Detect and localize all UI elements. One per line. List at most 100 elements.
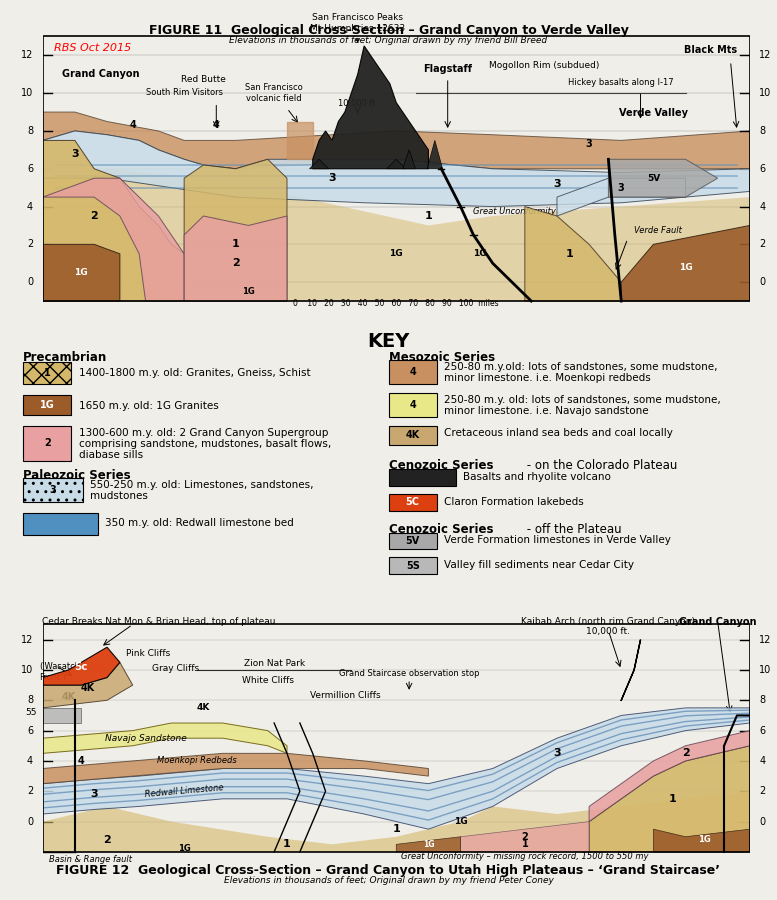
Text: Zion Nat Park: Zion Nat Park xyxy=(243,660,305,669)
Text: Grand Staircase observation stop: Grand Staircase observation stop xyxy=(339,669,479,678)
Text: minor limestone. i.e. Navajo sandstone: minor limestone. i.e. Navajo sandstone xyxy=(444,407,649,417)
Text: 2: 2 xyxy=(103,835,111,845)
Text: 1: 1 xyxy=(232,239,239,249)
Text: 3: 3 xyxy=(71,148,78,158)
Text: 1G: 1G xyxy=(389,249,403,258)
Text: 1: 1 xyxy=(392,824,400,834)
Text: 0: 0 xyxy=(759,816,765,826)
Polygon shape xyxy=(557,178,685,216)
Text: Basin & Range fault: Basin & Range fault xyxy=(49,855,132,864)
Text: 2: 2 xyxy=(232,258,239,268)
Text: 6: 6 xyxy=(759,725,765,735)
Text: 0    10   20   30   40   50   60   70   80   90   100  miles: 0 10 20 30 40 50 60 70 80 90 100 miles xyxy=(294,299,499,308)
Text: 2: 2 xyxy=(759,239,765,249)
Text: San Francisco Peaks
Mt Humphries 12633: San Francisco Peaks Mt Humphries 12633 xyxy=(310,14,406,42)
Polygon shape xyxy=(43,169,750,301)
Text: RBS Oct 2015: RBS Oct 2015 xyxy=(54,43,131,53)
Text: Navajo Sandstone: Navajo Sandstone xyxy=(105,734,186,742)
Text: Elevations in thousands of feet; Original drawn by my friend Peter Coney: Elevations in thousands of feet; Origina… xyxy=(224,876,553,885)
Polygon shape xyxy=(589,731,750,822)
Text: Cretaceous inland sea beds and coal locally: Cretaceous inland sea beds and coal loca… xyxy=(444,428,674,438)
Text: Verde Fault: Verde Fault xyxy=(634,226,682,235)
Text: 5c: 5c xyxy=(75,662,88,672)
Text: Gray Cliffs: Gray Cliffs xyxy=(152,664,199,673)
Text: 12: 12 xyxy=(759,50,772,60)
Text: 4K: 4K xyxy=(61,692,75,702)
Text: 350 m.y. old: Redwall limestone bed: 350 m.y. old: Redwall limestone bed xyxy=(105,518,294,527)
Text: 10,000 ft.: 10,000 ft. xyxy=(337,99,378,108)
Text: 5C: 5C xyxy=(406,498,420,508)
Text: ('Wasatch
Front'): ('Wasatch Front') xyxy=(40,662,81,682)
Polygon shape xyxy=(43,131,750,206)
Text: 8: 8 xyxy=(27,126,33,136)
Text: San Francisco
volcanic field: San Francisco volcanic field xyxy=(246,83,303,103)
FancyBboxPatch shape xyxy=(388,533,437,549)
Text: 2: 2 xyxy=(27,787,33,796)
Text: 4: 4 xyxy=(759,756,765,766)
Text: minor limestone. i.e. Moenkopi redbeds: minor limestone. i.e. Moenkopi redbeds xyxy=(444,374,651,383)
Polygon shape xyxy=(43,140,184,301)
Text: diabase sills: diabase sills xyxy=(79,450,143,460)
Text: South Rim Visitors: South Rim Visitors xyxy=(145,88,223,97)
Text: 2: 2 xyxy=(27,239,33,249)
Text: 1: 1 xyxy=(566,248,573,259)
Text: Red Butte: Red Butte xyxy=(181,75,226,84)
Text: 10: 10 xyxy=(759,665,772,675)
Text: 4: 4 xyxy=(129,121,136,130)
Text: Verde Valley: Verde Valley xyxy=(619,108,688,118)
Polygon shape xyxy=(653,829,750,852)
Text: 1G: 1G xyxy=(75,268,88,277)
FancyBboxPatch shape xyxy=(23,426,71,461)
Text: Precambrian: Precambrian xyxy=(23,352,107,365)
Text: Verde Formation limestones in Verde Valley: Verde Formation limestones in Verde Vall… xyxy=(444,536,671,545)
Text: 8: 8 xyxy=(27,696,33,706)
Text: - on the Colorado Plateau: - on the Colorado Plateau xyxy=(523,458,677,472)
Text: 1G: 1G xyxy=(454,817,467,826)
Text: Claron Formation lakebeds: Claron Formation lakebeds xyxy=(444,497,584,507)
Text: KEY: KEY xyxy=(368,332,409,351)
Polygon shape xyxy=(589,746,750,852)
Text: 1G: 1G xyxy=(423,840,434,849)
Text: 1: 1 xyxy=(283,840,291,850)
Text: Great Unconformity – missing rock record, 1500 to 550 my: Great Unconformity – missing rock record… xyxy=(401,852,649,861)
Text: 2: 2 xyxy=(521,832,528,842)
Text: 0: 0 xyxy=(27,277,33,287)
Text: 12: 12 xyxy=(21,50,33,60)
Text: 4: 4 xyxy=(27,756,33,766)
Text: Cenozoic Series: Cenozoic Series xyxy=(388,458,493,472)
Text: Grand Canyon: Grand Canyon xyxy=(679,616,757,627)
Polygon shape xyxy=(43,112,750,169)
Text: 6: 6 xyxy=(759,164,765,174)
Polygon shape xyxy=(43,708,750,829)
Text: 1: 1 xyxy=(424,211,432,221)
Text: 4K: 4K xyxy=(406,430,420,440)
Polygon shape xyxy=(622,225,750,301)
Text: Mesozoic Series: Mesozoic Series xyxy=(388,352,495,365)
Text: 10: 10 xyxy=(21,665,33,675)
Polygon shape xyxy=(43,245,120,301)
Text: 2: 2 xyxy=(44,438,51,448)
Text: 3: 3 xyxy=(618,183,625,193)
Text: 4: 4 xyxy=(213,121,220,130)
Polygon shape xyxy=(43,708,82,723)
Text: 2: 2 xyxy=(681,749,689,759)
Text: - off the Plateau: - off the Plateau xyxy=(523,523,622,536)
Text: 6: 6 xyxy=(27,725,33,735)
Text: 4: 4 xyxy=(27,202,33,211)
Text: 12: 12 xyxy=(21,634,33,644)
Text: 0: 0 xyxy=(27,816,33,826)
Polygon shape xyxy=(43,791,750,852)
Text: 4K: 4K xyxy=(81,683,95,693)
Text: 10: 10 xyxy=(759,88,772,98)
Text: Basalts and rhyolite volcano: Basalts and rhyolite volcano xyxy=(463,472,611,482)
Polygon shape xyxy=(184,159,287,301)
Text: FIGURE 12  Geological Cross-Section – Grand Canyon to Utah High Plateaus – ‘Gran: FIGURE 12 Geological Cross-Section – Gra… xyxy=(57,864,720,877)
Polygon shape xyxy=(309,159,329,169)
Polygon shape xyxy=(608,159,718,197)
Text: Moenkopi Redbeds: Moenkopi Redbeds xyxy=(157,756,237,765)
FancyBboxPatch shape xyxy=(388,360,437,384)
Text: Valley fill sediments near Cedar City: Valley fill sediments near Cedar City xyxy=(444,560,635,570)
Text: Vermillion Cliffs: Vermillion Cliffs xyxy=(309,691,380,700)
FancyBboxPatch shape xyxy=(388,470,455,486)
Text: 1: 1 xyxy=(44,368,51,378)
